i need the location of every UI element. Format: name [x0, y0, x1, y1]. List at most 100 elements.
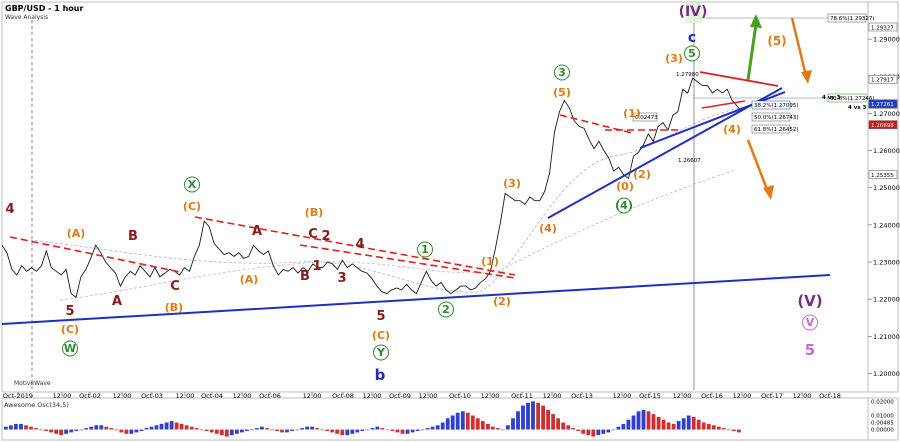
oscillator-bar: [576, 429, 581, 431]
oscillator-bar: [255, 428, 259, 430]
oscillator-tick-label: 0.02000: [871, 399, 894, 405]
wave-label: 5: [65, 304, 74, 319]
oscillator-bar: [465, 412, 470, 430]
price-marker-1: 1.27980: [676, 72, 699, 78]
y-tick-label: 1.20000: [873, 370, 900, 378]
oscillator-bar: [716, 426, 721, 430]
oscillator-bar: [154, 425, 159, 430]
oscillator-bar: [606, 429, 611, 433]
oscillator-bar: [144, 428, 149, 430]
wave-label-circle: [184, 176, 200, 193]
x-tick-label: Oct-08: [332, 392, 354, 400]
oscillator-bar: [335, 429, 340, 434]
oscillator-bar: [651, 414, 656, 430]
oscillator-bar: [516, 411, 520, 430]
oscillator-bar: [345, 429, 350, 436]
x-tick-label: 12:00: [233, 392, 252, 400]
orange-down-arrow-2: [746, 139, 774, 200]
y-tick-label: 1.26000: [873, 147, 900, 155]
wave-label: (0): [616, 180, 634, 193]
wave-label: 3: [337, 271, 346, 286]
oscillator-tick-label: 0.01000: [871, 413, 894, 419]
oscillator-bar: [174, 422, 179, 430]
oscillator-bar: [506, 425, 510, 430]
oscillator-bar: [531, 401, 535, 430]
oscillator-bar: [39, 429, 43, 431]
oscillator-bar: [84, 428, 89, 430]
oscillator-bar: [89, 426, 94, 430]
svg-text:78.6%(1.29327): 78.6%(1.29327): [830, 16, 875, 22]
oscillator-bar: [460, 411, 465, 430]
oscillator-bar: [104, 426, 109, 430]
oscillator-bar: [681, 418, 686, 430]
oscillator-bar: [696, 419, 701, 430]
x-tick-label: 12:00: [303, 392, 322, 400]
watermark: MotiveWave: [14, 380, 51, 387]
oscillator-bar: [375, 426, 380, 430]
oscillator-bar: [240, 429, 244, 433]
oscillator-bar: [706, 423, 711, 430]
wave-label-circle: [438, 301, 454, 318]
red-support-short: [701, 100, 746, 109]
oscillator-bar: [99, 425, 104, 430]
wave-label: W: [64, 342, 76, 355]
oscillator-bar: [54, 429, 58, 434]
oscillator-bar: [4, 426, 8, 430]
x-tick-label: Oct-09: [389, 392, 411, 400]
oscillator-bar: [732, 429, 736, 431]
price-line: [1, 77, 743, 299]
oscillator-bar: [636, 411, 641, 430]
orange-down-arrow-1: [790, 17, 812, 84]
oscillator-bar: [616, 426, 621, 430]
oscillator-bar: [395, 429, 400, 433]
wave-label: (4): [723, 123, 741, 136]
oscillator-bar: [541, 405, 545, 430]
oscillator-bar: [380, 428, 385, 430]
chart-subtitle: Wave Analysis: [5, 14, 48, 21]
wave-label: 1: [421, 243, 429, 256]
wave-label: (5): [553, 86, 571, 99]
oscillator-bar: [601, 429, 606, 434]
oscillator-bar: [405, 429, 410, 434]
fib-label-78: 78.6%(1.29327): [827, 13, 875, 23]
x-tick-label: Oct-15: [639, 392, 661, 400]
wave-label: 5: [805, 341, 815, 359]
x-tick-label: Oct-04: [201, 392, 223, 400]
oscillator-bar: [59, 429, 63, 436]
oscillator-bar: [671, 423, 676, 430]
oscillator-bar: [400, 429, 405, 434]
oscillator-bar: [260, 426, 264, 430]
oscillator-bar: [305, 426, 309, 430]
oscillator-bar: [711, 425, 716, 430]
wave-label: (2): [633, 168, 651, 181]
wave-label-circle: [373, 344, 389, 361]
wave-label: 5: [688, 47, 696, 60]
label-4vs3-a: 4 vs 3: [822, 95, 841, 101]
wave-label: (A): [240, 273, 259, 286]
x-tick-label: 12:00: [673, 392, 692, 400]
oscillator-bar: [79, 429, 84, 431]
oscillator-bar: [360, 429, 365, 431]
x-tick-label: 12:00: [543, 392, 562, 400]
oscillator-bar: [189, 426, 194, 430]
wave-label: (4): [539, 222, 557, 235]
wave-labels: 45(C)W(A) BAC(B)(C)XA(A)CB21(B)435(C)Yb12…: [5, 3, 823, 384]
price-tags: 1.293271.279171.272461.272611.266981.253…: [868, 22, 898, 179]
price-tag-box: [868, 170, 898, 179]
x-tick-label: 12:00: [176, 392, 195, 400]
oscillator-bar: [275, 429, 279, 431]
svg-text:61.8%(1.26452): 61.8%(1.26452): [754, 127, 799, 133]
oscillator-bar: [134, 429, 139, 433]
oscillator-bar: [491, 426, 495, 430]
price-tag-label: 1.29327: [871, 25, 894, 31]
price-tag-box: [868, 22, 898, 32]
oscillator-bar: [44, 429, 48, 431]
oscillator-bar: [425, 428, 430, 430]
oscillator-bar: [385, 429, 390, 431]
oscillator-bar: [691, 416, 696, 430]
x-tick-label: Oct-16: [701, 392, 723, 400]
oscillator-bar: [340, 429, 345, 436]
oscillator-bar: [285, 429, 289, 433]
oscillator-bar: [676, 421, 681, 430]
